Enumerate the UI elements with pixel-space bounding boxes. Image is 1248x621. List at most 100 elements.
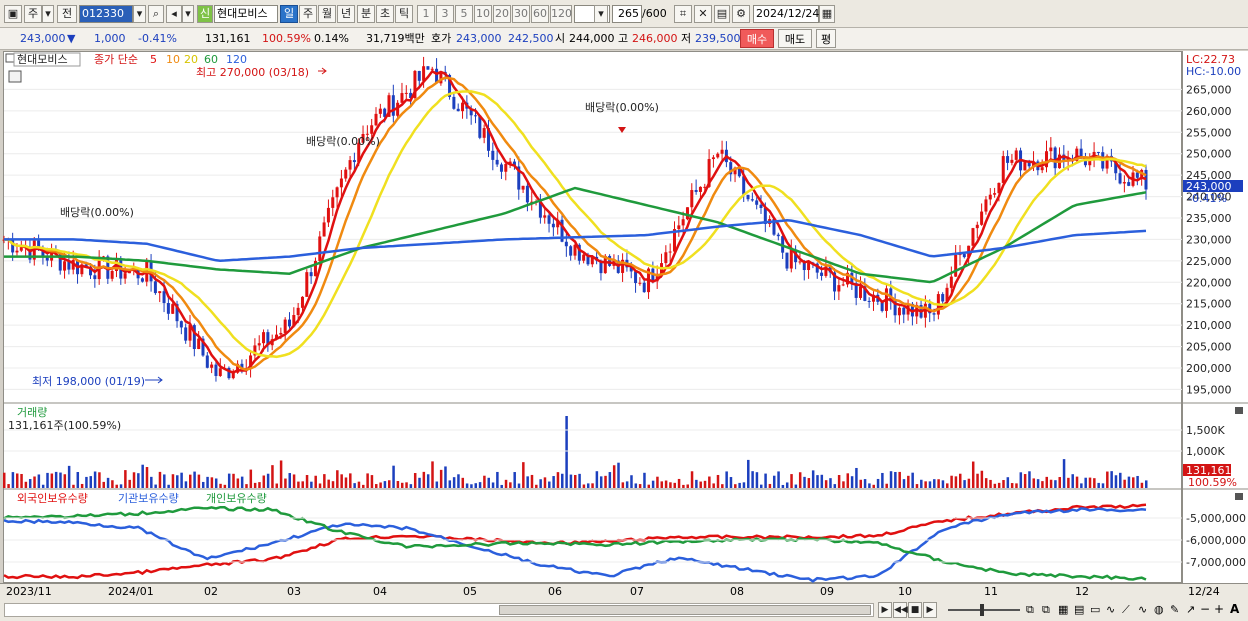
count-input[interactable]: 265 xyxy=(612,5,642,23)
volume-bar xyxy=(176,475,179,488)
interval-1[interactable]: 1 xyxy=(417,5,435,23)
price-tick-label: 240,000 xyxy=(1186,191,1232,204)
candle-body xyxy=(655,273,659,282)
volume-bar xyxy=(167,484,170,488)
volume-bar xyxy=(262,475,266,488)
table-icon[interactable]: ▤ xyxy=(1074,603,1085,616)
zoom-fit-icon[interactable]: ⌗ xyxy=(674,5,692,23)
volume-bar xyxy=(911,472,914,488)
timeframe-second[interactable]: 초 xyxy=(376,5,394,23)
candle-body xyxy=(621,259,625,273)
horizontal-scrollbar[interactable] xyxy=(4,603,874,617)
candle-body xyxy=(365,133,369,135)
interval-10[interactable]: 10 xyxy=(474,5,492,23)
draw-tool-icon[interactable]: ✎ xyxy=(1170,603,1180,616)
zoom-slider-handle[interactable] xyxy=(980,604,984,616)
stop-icon[interactable]: ■ xyxy=(908,602,922,618)
zoom-slider[interactable] xyxy=(948,604,1020,616)
trend-tool-icon[interactable]: ⟋ xyxy=(1122,603,1130,616)
play-icon[interactable]: ▶ xyxy=(923,602,937,618)
volume-tag-bg xyxy=(1183,464,1231,476)
calendar-icon[interactable]: ▦ xyxy=(819,5,835,23)
holding-lines xyxy=(3,503,1147,583)
shape-tool-icon[interactable]: ◍ xyxy=(1154,603,1164,616)
text-size-icon[interactable]: A xyxy=(1230,602,1240,616)
stock-code-input[interactable]: 012330 xyxy=(79,5,133,23)
scroll-thumb[interactable] xyxy=(499,605,871,615)
candle-body xyxy=(677,225,681,230)
x-label-2: 02 xyxy=(204,585,218,598)
volume-bar xyxy=(971,461,975,488)
timeframe-tick[interactable]: 틱 xyxy=(395,5,413,23)
interval-30[interactable]: 30 xyxy=(512,5,530,23)
scroll-right-icon[interactable]: ▶ xyxy=(878,602,892,618)
buy-button[interactable]: 매수 xyxy=(740,29,774,48)
candle-body xyxy=(1040,167,1044,171)
candle-body xyxy=(521,185,525,190)
volume-bar xyxy=(236,478,240,488)
interval-5[interactable]: 5 xyxy=(455,5,473,23)
window-icon[interactable]: ▣ xyxy=(4,5,22,23)
volume-bars xyxy=(3,416,1148,488)
chart-area[interactable] xyxy=(3,51,1182,583)
candle-body xyxy=(50,249,54,261)
chevron-down-icon[interactable]: ▾ xyxy=(42,5,54,23)
period-type-select[interactable]: 주 xyxy=(24,5,42,23)
copy-icon[interactable]: ⧉ xyxy=(1042,603,1050,616)
volume-bar xyxy=(907,475,910,488)
save-icon[interactable]: ▤ xyxy=(714,5,730,23)
interval-120[interactable]: 120 xyxy=(550,5,572,23)
candle-body xyxy=(335,187,339,198)
volume-bar xyxy=(686,484,689,488)
volume-bar xyxy=(201,481,205,488)
search-icon[interactable]: ⌕ xyxy=(148,5,164,23)
timeframe-day[interactable]: 일 xyxy=(280,5,298,23)
volume-bar xyxy=(669,482,672,488)
eval-button[interactable]: 평 xyxy=(816,29,836,48)
speaker-dropdown-icon[interactable]: ▾ xyxy=(182,5,194,23)
volume-bar xyxy=(496,471,499,488)
window-split-icon[interactable]: ▭ xyxy=(1090,603,1101,616)
code-dropdown-icon[interactable]: ▾ xyxy=(133,5,146,23)
volume-bar xyxy=(375,484,378,488)
custom-interval-dropdown-icon[interactable]: ▾ xyxy=(594,5,608,23)
speaker-icon[interactable]: ◂ xyxy=(166,5,182,23)
zoom-out-icon[interactable]: − xyxy=(1200,602,1211,616)
arrow-tool-icon[interactable]: ↗ xyxy=(1186,603,1196,616)
timeframe-minute[interactable]: 분 xyxy=(357,5,375,23)
calculator-icon[interactable] xyxy=(8,70,22,83)
interval-60[interactable]: 60 xyxy=(531,5,549,23)
date-input[interactable]: 2024/12/24 xyxy=(753,5,819,23)
line-tool-icon[interactable]: ∿ xyxy=(1106,603,1116,616)
volume-close-icon[interactable] xyxy=(1235,407,1243,414)
holding-close-icon[interactable] xyxy=(1235,493,1243,500)
candle-body xyxy=(807,262,811,271)
panel-handle-icon[interactable] xyxy=(5,53,15,63)
x-label-12: 12 xyxy=(1075,585,1089,598)
crosshair-icon[interactable]: ✕ xyxy=(694,5,712,23)
holding-tick-labels: -5,000,000 -6,000,000 -7,000,000 xyxy=(4,512,1246,569)
volume-bar xyxy=(405,482,408,488)
volume-bar xyxy=(772,475,776,488)
volume-bar xyxy=(392,465,395,488)
candle-body xyxy=(772,219,776,235)
candle-body xyxy=(253,345,257,356)
stock-tag-box[interactable] xyxy=(13,52,81,67)
zoom-in-icon[interactable]: + xyxy=(1214,602,1225,616)
rewind-icon[interactable]: ◀◀ xyxy=(893,602,908,618)
prev-button[interactable]: 전 xyxy=(57,5,77,23)
grid-icon[interactable]: ▦ xyxy=(1058,603,1069,616)
sell-button[interactable]: 매도 xyxy=(778,29,812,48)
volume-bar xyxy=(1088,477,1092,488)
layout-icon[interactable]: ⧉ xyxy=(1026,603,1034,616)
volume-bar xyxy=(946,483,949,488)
interval-20[interactable]: 20 xyxy=(493,5,511,23)
timeframe-year[interactable]: 년 xyxy=(337,5,355,23)
prev-label: 전 xyxy=(61,7,73,20)
timeframe-month[interactable]: 월 xyxy=(318,5,336,23)
interval-3[interactable]: 3 xyxy=(436,5,454,23)
candle-body xyxy=(400,93,404,103)
gear-icon[interactable]: ⚙ xyxy=(732,5,750,23)
timeframe-week[interactable]: 주 xyxy=(299,5,317,23)
wave-tool-icon[interactable]: ∿ xyxy=(1138,603,1148,616)
